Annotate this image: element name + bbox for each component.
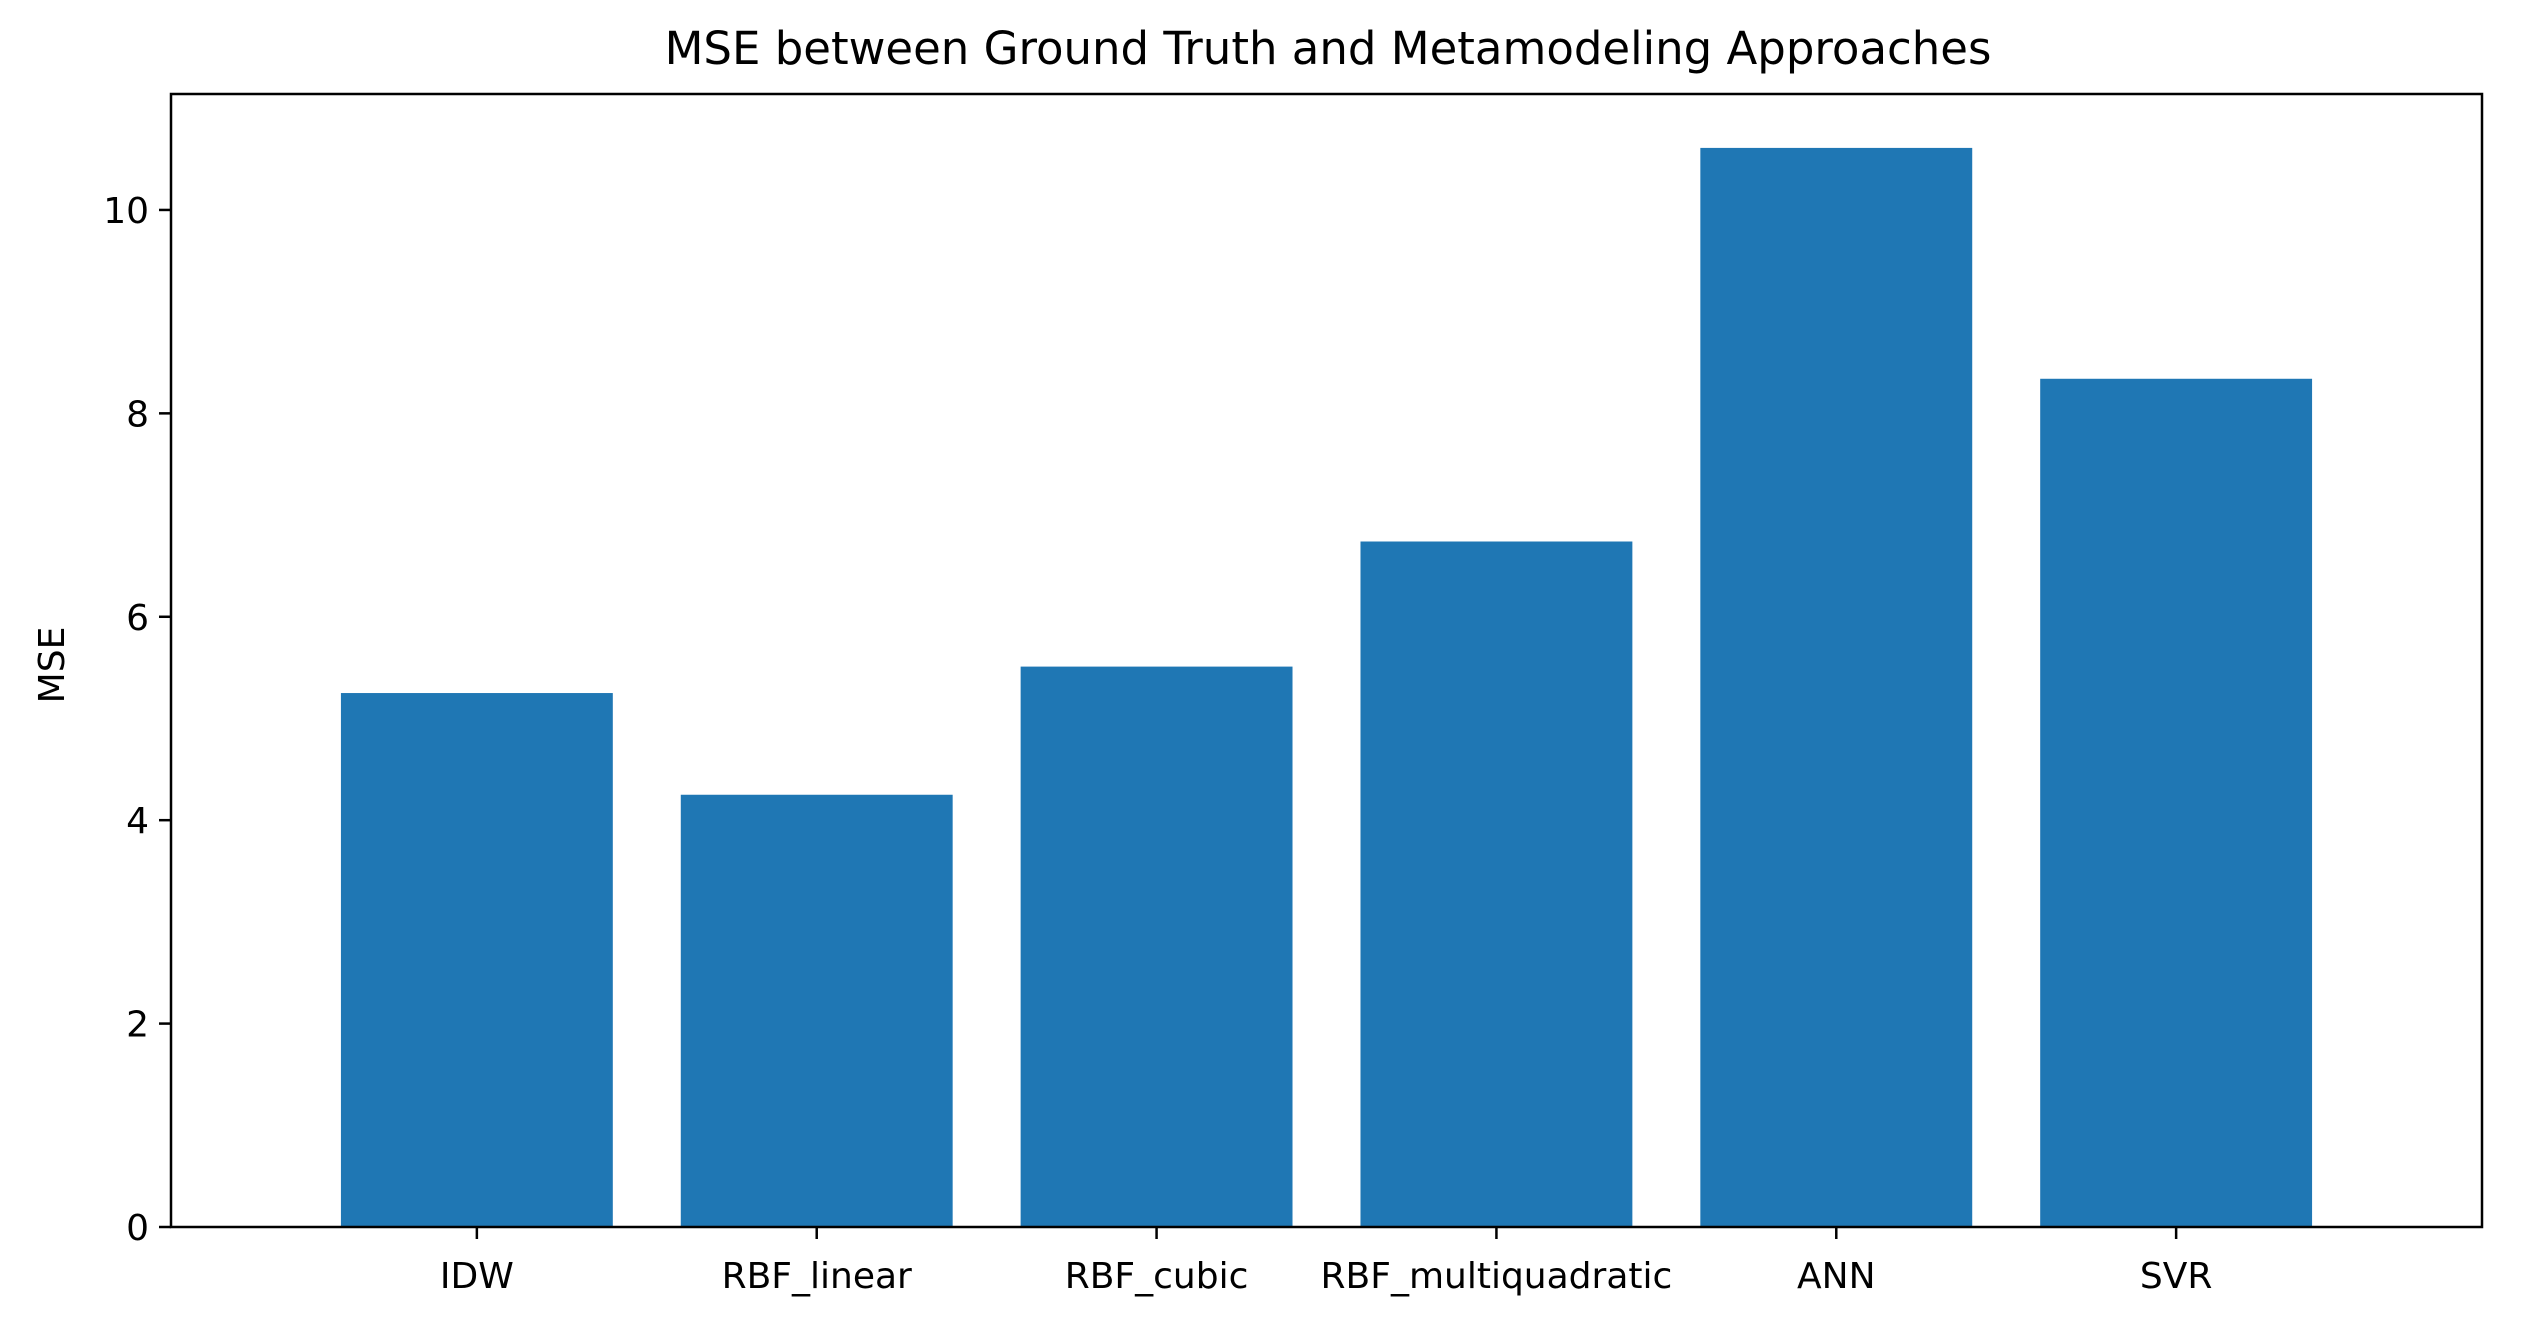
x-tick-label: RBF_multiquadratic [1321,1256,1673,1297]
bar-rbf-linear [680,794,953,1227]
x-tick-label: RBF_cubic [1065,1256,1249,1297]
bar-rbf-multiquadratic [1360,541,1633,1227]
bar-ann [1700,147,1973,1228]
y-tick-label: 2 [126,1005,149,1046]
x-tick-label: RBF_linear [722,1256,912,1297]
y-tick-label: 0 [126,1208,149,1249]
y-tick-label: 8 [126,394,149,435]
bars-group [340,147,2313,1228]
y-tick-label: 6 [126,598,149,639]
y-axis-label: MSE [32,627,73,704]
chart-title: MSE between Ground Truth and Metamodelin… [665,22,1992,75]
x-tick-label: ANN [1797,1256,1876,1297]
bar-idw [340,693,613,1227]
bar-svr [2040,378,2313,1227]
bar-rbf-cubic [1020,666,1293,1227]
plot-frame [169,92,2484,1229]
x-tick-label: SVR [2140,1256,2213,1297]
x-ticks-group: IDW RBF_linear RBF_cubic RBF_multiquadratic… [440,1227,2212,1297]
x-tick-label: IDW [440,1256,514,1297]
y-tick-label: 10 [103,191,149,232]
y-tick-label: 4 [126,801,149,842]
y-ticks-group: 0 2 4 6 8 10 [103,191,171,1249]
